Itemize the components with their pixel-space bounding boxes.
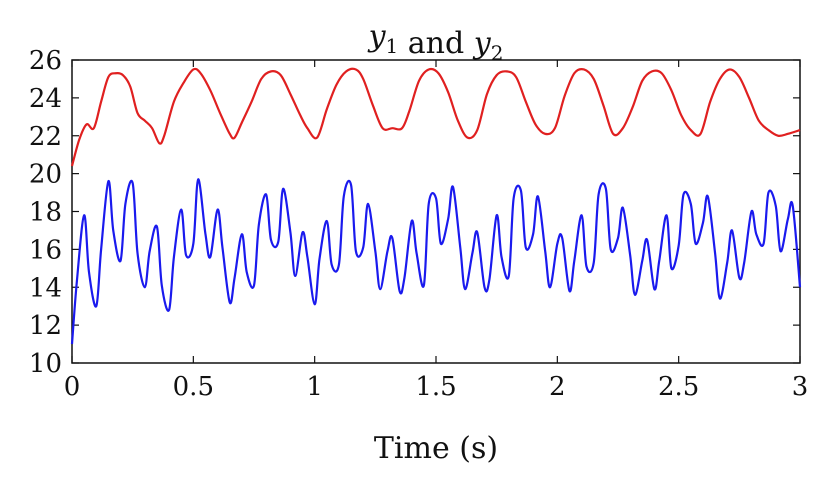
y-tick-label: 16 [29,235,62,265]
y-tick-label: 22 [29,122,62,152]
x-tick-label: 1 [306,372,323,402]
x-tick-label: 0 [64,372,81,402]
x-tick-label: 2.5 [658,372,699,402]
x-tick-label: 3 [792,372,809,402]
x-tick-label: 1.5 [415,372,456,402]
series-line-y1 [70,67,801,167]
x-tick-label: 2 [549,372,566,402]
y-tick-label: 26 [29,46,62,76]
series-line-y2 [70,178,802,345]
y-tick-label: 20 [29,160,62,190]
y-tick-label: 14 [29,273,62,303]
chart-title: y1 and y2 [367,19,504,65]
x-tick-label: 0.5 [173,372,214,402]
y-tick-label: 18 [29,198,62,228]
y-tick-label: 12 [29,311,62,341]
x-axis-label: Time (s) [374,431,498,466]
y-tick-label: 24 [29,84,62,114]
y-tick-label: 10 [29,349,62,379]
